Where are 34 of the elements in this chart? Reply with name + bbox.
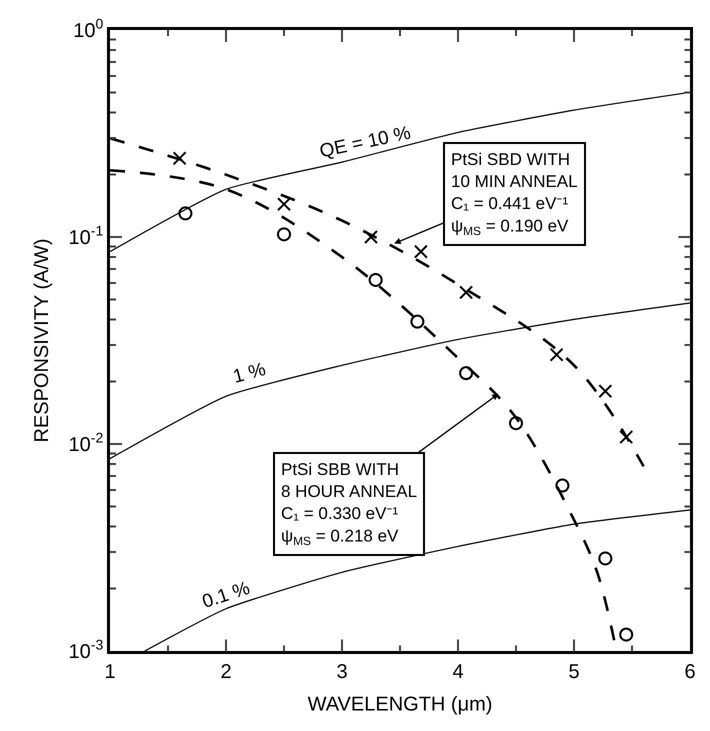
y-tick-label: 10$^{-2}$	[68, 430, 104, 456]
y-tick-label: 10$^{-3}$	[68, 636, 104, 663]
annotation: PtSi SBB WITH 8 HOUR ANNEAL C₁ = 0.330 eV⁻¹ ψ$_{MS}$ = 0.218 eV	[281, 460, 418, 548]
x-tick-label: 1	[104, 660, 116, 683]
annotation: 1 %	[230, 359, 268, 388]
annotation: PtSi SBD WITH 10 MIN ANNEAL C₁ = 0.441 eV⁻¹ ψ$_{MS}$ = 0.190 eV	[451, 150, 578, 238]
point	[555, 478, 570, 493]
y-tick-label: 10$^{-1}$	[68, 222, 104, 249]
point	[598, 551, 612, 566]
point	[368, 272, 383, 287]
point	[619, 628, 634, 642]
point	[178, 206, 192, 220]
point	[459, 366, 474, 380]
x-tick-label: 3	[336, 660, 348, 683]
point	[410, 314, 424, 329]
x-tick-label: 6	[684, 660, 696, 683]
x-tick-label: 5	[568, 660, 580, 683]
point	[459, 285, 474, 300]
annotation: QE = 10 %	[318, 122, 413, 162]
point	[509, 416, 523, 430]
x-tick-label: 4	[452, 660, 464, 683]
x-tick-label: 2	[220, 660, 232, 683]
point	[172, 151, 187, 166]
point	[414, 244, 428, 259]
y-tick-label: 10$^{0}$	[73, 16, 104, 42]
y-axis-title: RESPONSIVITY (A/W)	[31, 238, 54, 443]
point	[277, 227, 291, 242]
annotation: 0.1 %	[200, 578, 253, 613]
x-axis-title: WAVELENGTH (μm)	[308, 693, 492, 716]
point	[598, 384, 612, 398]
point	[364, 230, 378, 244]
point	[277, 197, 291, 212]
point	[619, 430, 634, 444]
point	[550, 348, 564, 362]
